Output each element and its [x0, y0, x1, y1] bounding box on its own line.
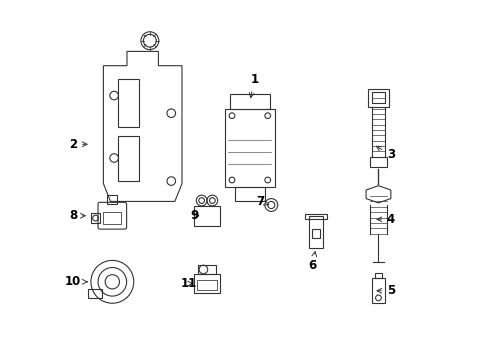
Text: 6: 6: [307, 252, 316, 272]
Bar: [193, 274, 220, 293]
Bar: [305, 214, 326, 219]
Text: 10: 10: [65, 275, 87, 288]
Text: 2: 2: [69, 138, 87, 151]
Text: 8: 8: [69, 209, 85, 222]
Text: 3: 3: [376, 146, 394, 162]
Bar: [369, 157, 386, 167]
Bar: [308, 216, 323, 248]
Bar: [311, 229, 320, 238]
Bar: [229, 94, 269, 109]
Text: 4: 4: [376, 213, 394, 226]
Bar: [224, 109, 274, 187]
Text: 1: 1: [249, 73, 258, 98]
Text: 5: 5: [376, 284, 394, 297]
Bar: [197, 265, 216, 274]
Bar: [107, 195, 117, 204]
Bar: [103, 212, 121, 224]
Text: 7: 7: [256, 195, 268, 208]
Bar: [367, 89, 388, 107]
Bar: [193, 206, 220, 226]
Bar: [374, 273, 382, 278]
Bar: [88, 289, 102, 298]
Text: 9: 9: [190, 209, 198, 222]
Bar: [91, 213, 100, 223]
Bar: [371, 278, 384, 303]
Text: 11: 11: [181, 277, 197, 290]
Bar: [371, 93, 384, 103]
Bar: [197, 280, 216, 290]
